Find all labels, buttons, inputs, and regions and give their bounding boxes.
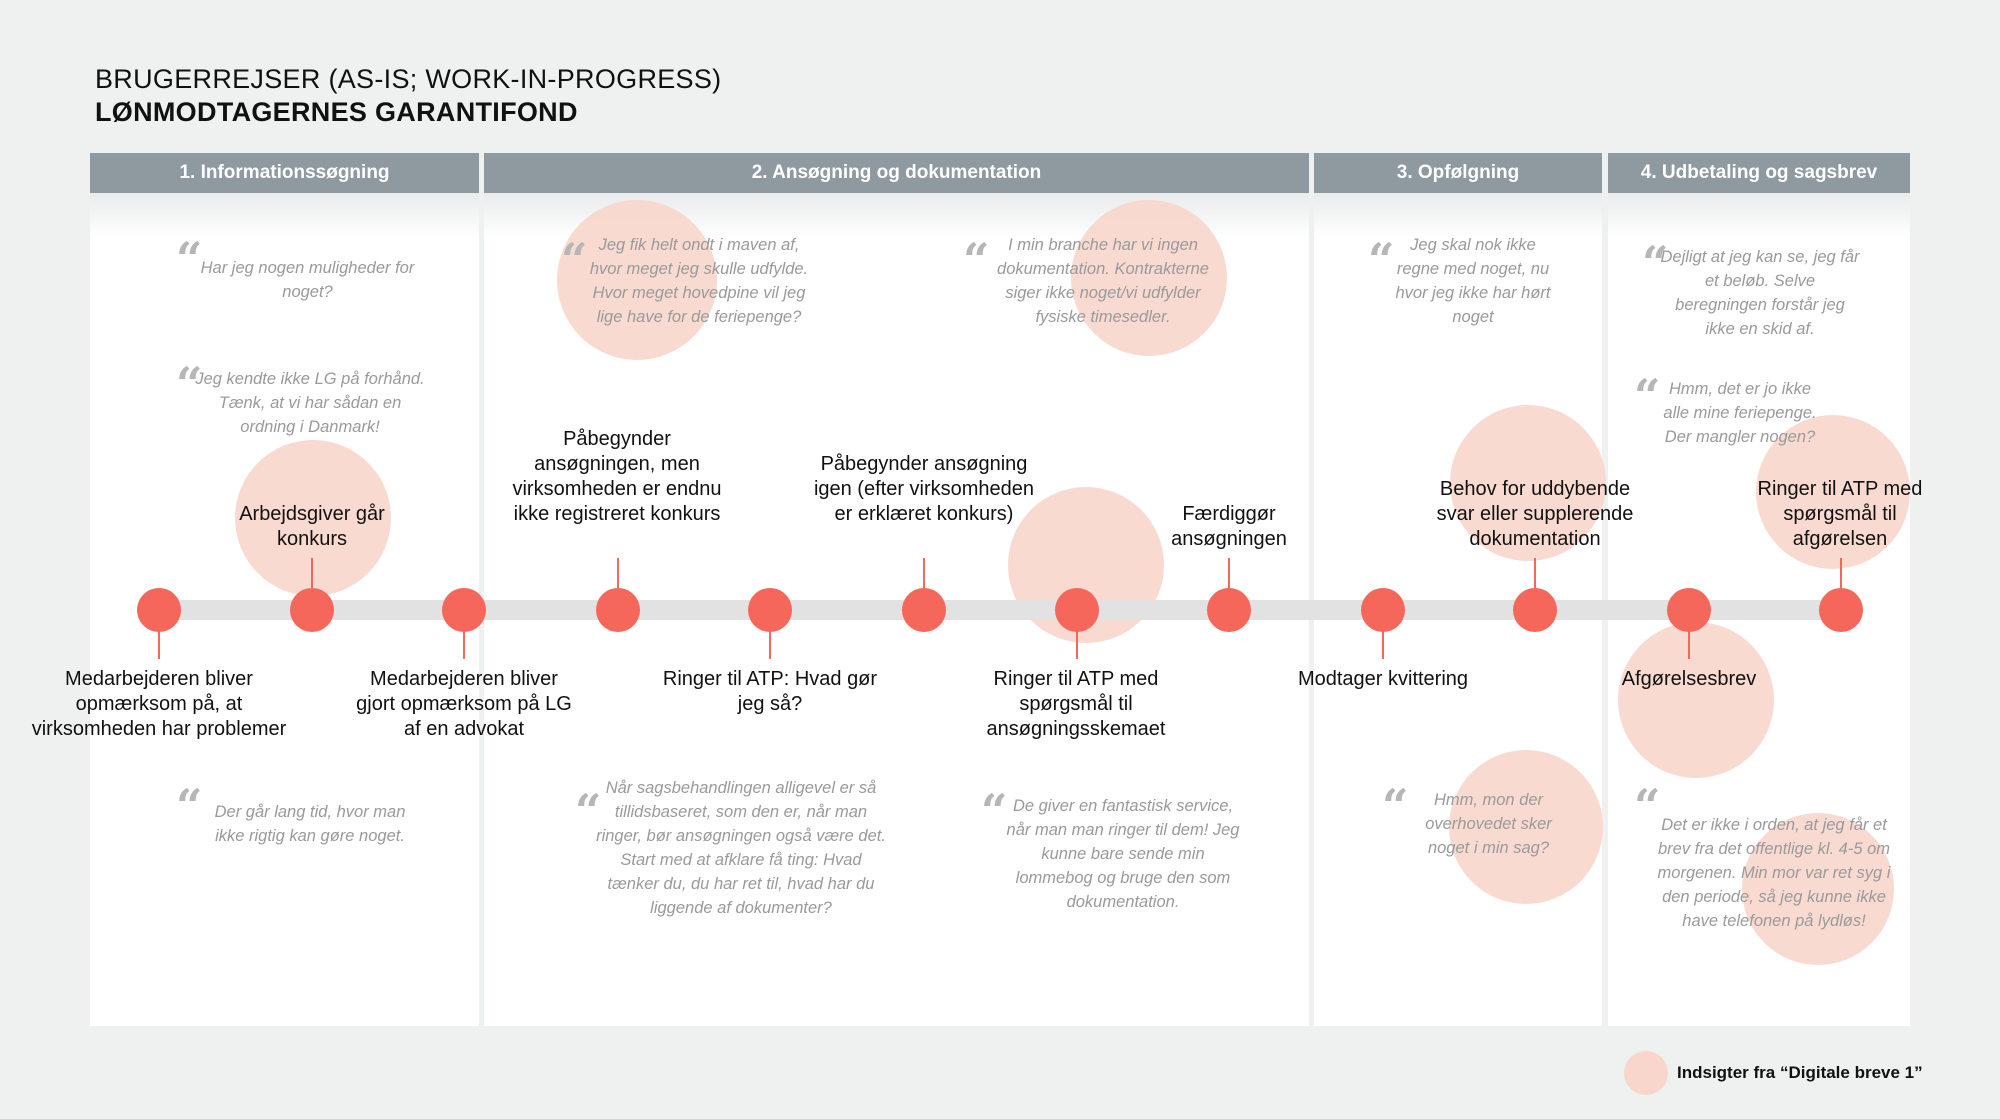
user-quote: Har jeg nogen muligheder for noget? (200, 259, 415, 301)
user-quote: De giver en fantastisk service, når man … (1006, 797, 1240, 911)
phase-header-2: 2. Ansøgning og dokumentation (484, 153, 1309, 193)
quote-mark-icon: “ (1642, 236, 1669, 290)
step-connector (311, 558, 313, 588)
quote-mark-icon: “ (176, 357, 203, 411)
step-label: Færdiggør ansøgningen (1171, 503, 1287, 550)
step-dot (1819, 588, 1863, 632)
step-dot (1207, 588, 1251, 632)
phase-header-3: 3. Opfølgning (1314, 153, 1602, 193)
user-quote: Det er ikke i orden, at jeg får et brev … (1657, 816, 1891, 930)
step-dot (596, 588, 640, 632)
quote-mark-icon: “ (1382, 779, 1409, 833)
step-connector (1228, 558, 1230, 588)
quote-mark-icon: “ (1634, 369, 1661, 423)
step-connector (923, 558, 925, 588)
step-connector (1840, 558, 1842, 588)
quote-mark-icon: “ (561, 233, 588, 287)
quote-mark-icon: “ (981, 784, 1008, 838)
step-label: Behov for uddybende svar eller suppleren… (1436, 478, 1634, 550)
step-dot (290, 588, 334, 632)
journey-subtitle: LØNMODTAGERNES GARANTIFOND (95, 97, 578, 127)
step-connector (1534, 558, 1536, 588)
phase-header-4: 4. Udbetaling og sagsbrev (1608, 153, 1910, 193)
insight-bubble (1450, 405, 1606, 561)
step-dot (1055, 588, 1099, 632)
quote-mark-icon: “ (575, 784, 602, 838)
user-quote: Jeg skal nok ikke regne med noget, nu hv… (1395, 236, 1551, 326)
legend-insight-swatch (1624, 1051, 1668, 1095)
header-shadow (90, 193, 479, 239)
journey-title: BRUGERREJSER (AS-IS; WORK-IN-PROGRESS) (95, 64, 722, 94)
insight-bubble (1742, 813, 1894, 965)
header-shadow (1608, 193, 1910, 239)
step-label: Arbejdsgiver går konkurs (239, 503, 385, 550)
step-label: Ringer til ATP med spørgsmål til ansøgni… (986, 668, 1166, 740)
step-dot (442, 588, 486, 632)
step-dot (902, 588, 946, 632)
phase-header-1: 1. Informationssøgning (90, 153, 479, 193)
step-dot (137, 588, 181, 632)
step-dot (748, 588, 792, 632)
insight-bubble (1071, 200, 1227, 356)
step-label: Påbegynder ansøgning igen (efter virksom… (813, 453, 1035, 525)
step-label: Afgørelsesbrev (1621, 668, 1757, 690)
step-dot (1361, 588, 1405, 632)
journey-timeline (158, 600, 1841, 620)
quote-mark-icon: “ (1634, 779, 1661, 833)
user-quote: Når sagsbehandlingen alligevel er så til… (596, 779, 886, 917)
quote-mark-icon: “ (176, 232, 203, 286)
user-quote: Dejligt at jeg kan se, jeg får et beløb.… (1660, 248, 1860, 338)
user-quote: Jeg kendte ikke LG på forhånd. Tænk, at … (195, 370, 425, 436)
step-label: Modtager kvittering (1297, 668, 1469, 690)
quote-mark-icon: “ (176, 779, 203, 833)
step-connector (617, 558, 619, 588)
user-quote: Hmm, det er jo ikke alle mine feriepenge… (1663, 380, 1817, 446)
insight-bubble (235, 440, 391, 596)
user-quote: Hmm, mon der overhovedet sker noget i mi… (1425, 791, 1552, 857)
step-connector (1688, 629, 1690, 659)
step-label: Påbegynder ansøgningen, men virksomheden… (512, 428, 722, 525)
step-label: Medarbejderen bliver opmærksom på, at vi… (31, 668, 287, 740)
step-connector (158, 629, 160, 659)
step-dot (1513, 588, 1557, 632)
quote-mark-icon: “ (963, 233, 990, 287)
step-label: Medarbejderen bliver gjort opmærksom på … (356, 668, 572, 740)
step-label: Ringer til ATP: Hvad gør jeg så? (662, 668, 878, 715)
user-quote: Der går lang tid, hvor man ikke rigtig k… (214, 803, 406, 845)
insight-bubble (1756, 415, 1910, 569)
user-quote: I min branche har vi ingen dokumentation… (997, 236, 1209, 326)
step-connector (1382, 629, 1384, 659)
step-connector (769, 629, 771, 659)
header-shadow (1314, 193, 1602, 239)
step-label: Ringer til ATP med spørgsmål til afgørel… (1757, 478, 1923, 550)
step-connector (1076, 629, 1078, 659)
legend-label: Indsigter fra “Digitale breve 1” (1677, 1063, 1923, 1082)
step-connector (463, 629, 465, 659)
insight-bubble (557, 200, 717, 360)
quote-mark-icon: “ (1368, 233, 1395, 287)
user-quote: Jeg fik helt ondt i maven af, hvor meget… (589, 236, 809, 326)
insight-bubble (1449, 750, 1603, 904)
insight-bubble (1618, 622, 1774, 778)
step-dot (1667, 588, 1711, 632)
